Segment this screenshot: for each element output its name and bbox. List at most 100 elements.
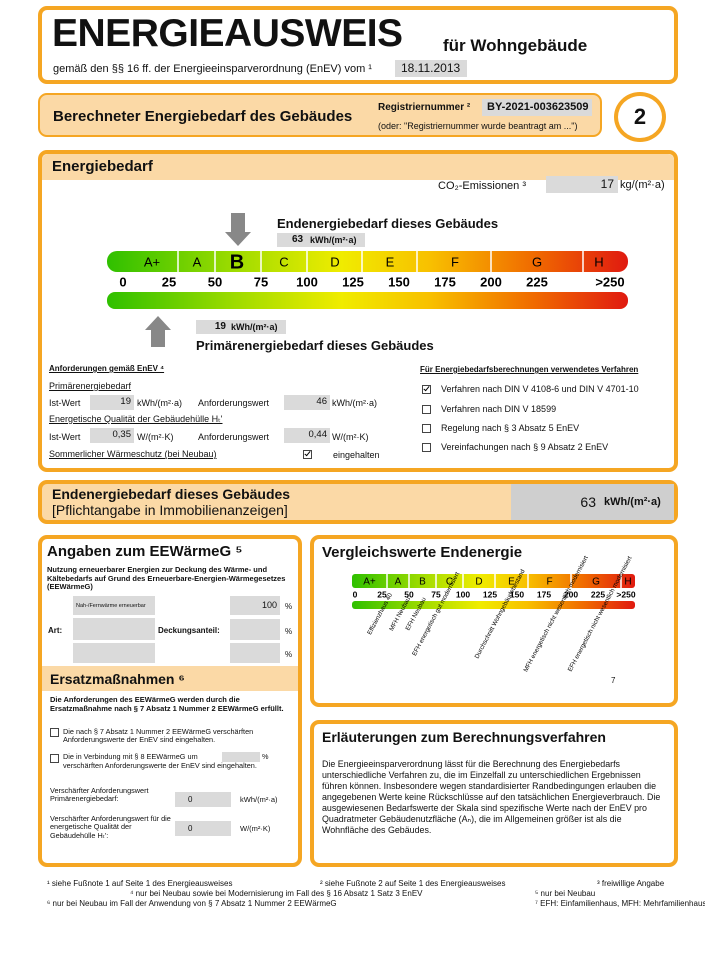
unit: W/(m²·K) [240, 824, 271, 833]
unit: kWh/(m²·a) [332, 398, 377, 408]
unit: % [285, 627, 293, 636]
proc-item: Regelung nach § 3 Absatz 5 EnEV [441, 423, 580, 433]
co2-value: 17 [600, 177, 614, 191]
checkbox [303, 450, 312, 459]
label: Art: [48, 626, 63, 635]
footnote: ⁷ EFH: Einfamilienhaus, MFH: Mehrfamilie… [535, 899, 705, 908]
unit: % [285, 602, 293, 611]
proc-item: Verfahren nach DIN V 4108-6 und DIN V 47… [441, 384, 639, 394]
summer-label: Sommerlicher Wärmeschutz (bei Neubau) [49, 449, 217, 459]
class-bar [107, 251, 628, 272]
scale-label: 50 [208, 274, 222, 289]
label: Verschärfter Anforderungswert Primärener… [50, 786, 149, 804]
checkbox [422, 424, 431, 433]
scale-label: 25 [377, 589, 387, 599]
class-label: F [451, 254, 459, 269]
value: 0,44 [308, 429, 328, 440]
footnote: ⁵ nur bei Neubau [535, 889, 596, 898]
scale-label: 75 [254, 274, 268, 289]
scale-label: 175 [537, 589, 551, 599]
value: 0 [188, 795, 193, 804]
proc-item: Vereinfachungen nach § 9 Absatz 2 EnEV [441, 442, 609, 452]
value: 0,35 [112, 429, 132, 440]
checkbox [422, 443, 431, 452]
reg-label: Registriernummer ² [378, 102, 471, 113]
footnote: ² siehe Fußnote 2 auf Seite 1 des Energi… [320, 879, 506, 888]
co2-field [546, 176, 618, 193]
scale-label: 225 [526, 274, 548, 289]
type: Nah-/Fernwärme erneuerbar [76, 603, 146, 609]
scale-label: >250 [595, 274, 624, 289]
primary-arrow [145, 316, 171, 347]
section-title: Vergleichswerte Endenergie [322, 544, 523, 561]
scale-label: 150 [388, 274, 410, 289]
class-label: D [330, 254, 339, 269]
field [73, 618, 155, 640]
item: Die nach § 7 Absatz 1 Nummer 2 EEWärmeG … [63, 727, 254, 745]
req-head: Primärenergiebedarf [49, 381, 132, 391]
intro: Die Anforderungen des EEWärmeG werden du… [50, 695, 284, 713]
scale-label: 100 [296, 274, 318, 289]
co2-unit: kg/(m²·a) [620, 179, 665, 191]
primary-unit: kWh/(m²·a) [231, 322, 278, 332]
label: Anforderungswert [198, 398, 270, 408]
item: verschärften Anforderungswerte der EnEV … [63, 761, 257, 770]
ersatz-header [42, 666, 298, 691]
title: ENERGIEAUSWEIS [52, 12, 403, 55]
field [230, 643, 280, 663]
footnote: ¹ siehe Fußnote 1 auf Seite 1 des Energi… [47, 879, 233, 888]
summer-status: eingehalten [333, 450, 380, 460]
unit: % [285, 650, 293, 659]
section-title: Energiebedarf [52, 158, 153, 175]
class-label: H [594, 254, 603, 269]
scale-label: >250 [616, 589, 635, 599]
endenergie-unit: kWh/(m²·a) [604, 496, 661, 508]
unit: W/(m²·K) [137, 432, 174, 442]
class-label: E [508, 577, 515, 588]
end-label: Endenergiebedarf dieses Gebäudes [277, 216, 499, 231]
class-label: C [279, 254, 288, 269]
value: 19 [120, 396, 131, 407]
scale-label: 125 [483, 589, 497, 599]
page-number: 2 [614, 92, 666, 142]
checkbox [422, 405, 431, 414]
endenergie-label: Endenergiebedarf dieses Gebäudes [52, 486, 291, 502]
header-box [38, 6, 678, 84]
note: 7 [611, 676, 616, 685]
primary-field [196, 320, 286, 334]
scale-label: 25 [162, 274, 176, 289]
req-head: Energetische Qualität der Gebäudehülle H… [49, 414, 223, 424]
checkbox [422, 385, 431, 394]
label: Deckungsanteil: [158, 626, 220, 635]
class-label: A [193, 254, 202, 269]
scale-label: 75 [431, 589, 441, 599]
date: 18.11.2013 [401, 61, 461, 75]
field [175, 792, 231, 807]
class-label: D [475, 577, 482, 588]
checkbox [50, 754, 59, 763]
item: Die in Verbindung mit § 8 EEWärmeG um [63, 752, 198, 761]
field [90, 395, 134, 410]
scale-bar [107, 292, 628, 309]
scale-label: 100 [456, 589, 470, 599]
energiebedarf-header [42, 154, 674, 180]
value: 0 [188, 824, 193, 833]
footnote: ³ freiwillige Angabe [597, 879, 665, 888]
class-label: H [624, 577, 631, 588]
legal-text: gemäß den §§ 16 ff. der Energieeinsparve… [53, 63, 372, 75]
date-field [395, 60, 467, 77]
label: Ist-Wert [49, 432, 81, 442]
label: Anforderungswert [198, 432, 270, 442]
class-label: B [419, 577, 426, 588]
label: Ist-Wert [49, 398, 81, 408]
footnote: ⁴ nur bei Neubau sowie bei Modernisierun… [130, 889, 423, 898]
field [222, 752, 260, 762]
co2-label: CO₂-Emissionen ³ [438, 180, 527, 192]
reg-note: (oder: "Registriernummer wurde beantragt… [378, 121, 578, 131]
endenergie-field [511, 484, 674, 520]
unit: % [262, 752, 269, 761]
eewaermeg-box [38, 535, 302, 867]
endenergie-value: 63 [580, 494, 596, 510]
